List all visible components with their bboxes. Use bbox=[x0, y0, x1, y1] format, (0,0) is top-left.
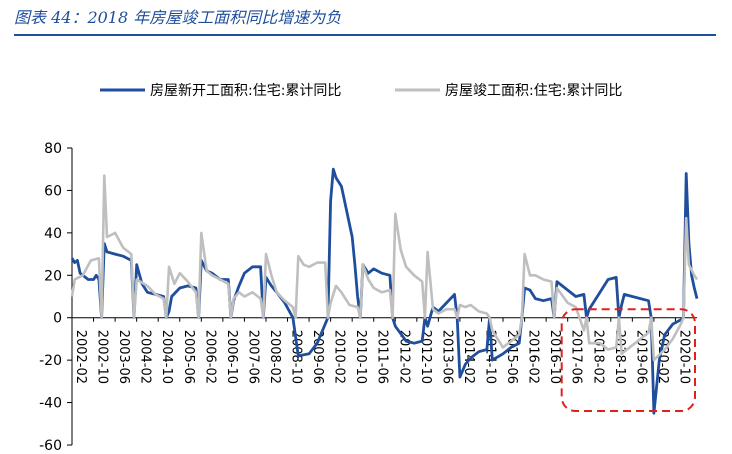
series-line bbox=[70, 174, 699, 362]
legend-label: 房屋新开工面积:住宅:累计同比 bbox=[150, 83, 341, 99]
y-tick-label: 20 bbox=[44, 268, 62, 284]
x-tick-label: 2009-06 bbox=[310, 330, 325, 384]
x-tick-label: 2018-02 bbox=[590, 330, 605, 384]
x-tick-label: 2010-02 bbox=[332, 330, 347, 384]
x-tick-label: 2002-10 bbox=[95, 330, 110, 384]
y-tick-label: 0 bbox=[53, 311, 62, 327]
highlight-box bbox=[560, 308, 696, 413]
x-tick-label: 2010-10 bbox=[353, 330, 368, 384]
x-tick-label: 2016-02 bbox=[526, 330, 541, 384]
x-tick-label: 2003-06 bbox=[116, 330, 131, 384]
x-axis: 2002-02 2002-10 2003-06 2004-02 2004-10 2005-… bbox=[71, 317, 697, 384]
y-tick-label: -60 bbox=[39, 438, 62, 454]
title-underline bbox=[14, 34, 716, 36]
x-tick-label: 2002-02 bbox=[73, 330, 88, 384]
y-tick-label: -40 bbox=[39, 396, 62, 412]
x-tick-label: 2019-06 bbox=[633, 330, 648, 384]
legend: 房屋新开工面积:住宅:累计同比 房屋竣工面积:住宅:累计同比 bbox=[100, 83, 622, 99]
x-tick-label: 2011-06 bbox=[375, 330, 390, 384]
chart-title: 图表 44：2018 年房屋竣工面积同比增速为负 bbox=[14, 8, 342, 27]
x-tick-label: 2008-02 bbox=[267, 330, 282, 384]
x-tick-label: 2006-02 bbox=[202, 330, 217, 384]
x-tick-label: 2020-10 bbox=[676, 330, 691, 384]
x-tick-label: 2012-10 bbox=[418, 330, 433, 384]
x-tick-label: 2006-10 bbox=[224, 330, 239, 384]
y-tick-label: 40 bbox=[44, 226, 62, 242]
legend-label: 房屋竣工面积:住宅:累计同比 bbox=[445, 83, 622, 99]
y-tick-label: 80 bbox=[44, 141, 62, 157]
x-tick-label: 2016-10 bbox=[547, 330, 562, 384]
x-tick-label: 2004-10 bbox=[159, 330, 174, 384]
x-tick-label: 2005-06 bbox=[181, 330, 196, 384]
x-tick-label: 2008-10 bbox=[289, 330, 304, 384]
y-tick-label: 60 bbox=[44, 183, 62, 199]
series-layer bbox=[70, 167, 699, 415]
annotation-layer bbox=[560, 308, 696, 413]
x-tick-label: 2017-06 bbox=[569, 330, 584, 384]
x-tick-label: 2013-06 bbox=[439, 330, 454, 384]
x-tick-label: 2012-02 bbox=[396, 330, 411, 384]
x-tick-label: 2014-02 bbox=[461, 330, 476, 384]
x-tick-label: 2004-02 bbox=[138, 330, 153, 384]
y-axis: -60 -40 -20 0 20 40 60 80 bbox=[39, 141, 73, 454]
x-tick-label: 2007-06 bbox=[245, 330, 260, 384]
y-tick-label: -20 bbox=[39, 353, 62, 369]
